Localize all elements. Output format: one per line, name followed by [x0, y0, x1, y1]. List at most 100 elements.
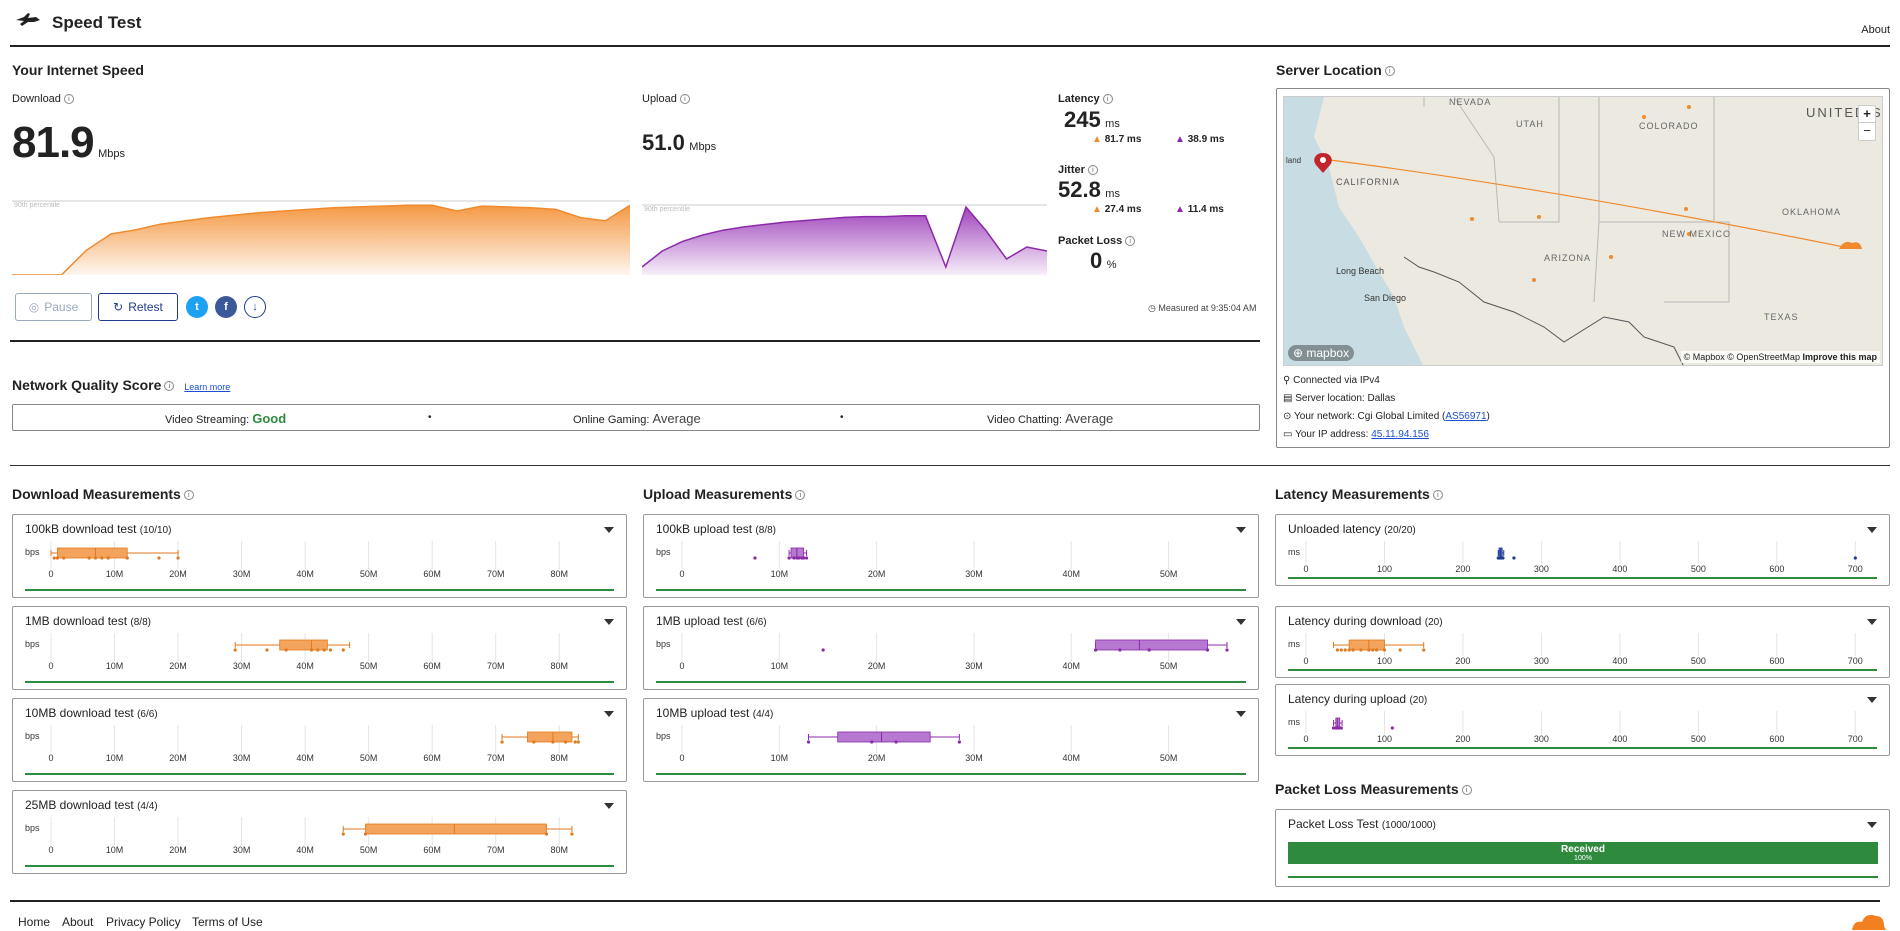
- data-point: [792, 556, 796, 560]
- box-plot: bps 0 10M 20M 30M 40M 50M: [656, 725, 1246, 775]
- data-point: [544, 832, 549, 836]
- footer-privacy-link[interactable]: Privacy Policy: [106, 915, 181, 929]
- chevron-down-icon[interactable]: [1867, 822, 1877, 828]
- map-attribution: © Mapbox © OpenStreetMap Improve this ma…: [1680, 351, 1880, 363]
- ip-link[interactable]: 45.11.94.156: [1371, 429, 1429, 440]
- info-icon[interactable]: i: [1087, 165, 1098, 176]
- box-plot: ms0 100 200 300 400 500 600 700: [1288, 633, 1877, 671]
- box-plot: bps 0 10M 20M 30M 40M 50M: [656, 541, 1246, 591]
- retest-button[interactable]: ↻ Retest: [98, 293, 178, 321]
- unit-label: bps: [656, 731, 671, 741]
- tick-label: 70M: [487, 753, 505, 763]
- data-point: [341, 648, 345, 652]
- received-bar: Received 100%: [1288, 842, 1878, 864]
- info-icon[interactable]: i: [1384, 66, 1395, 77]
- footer-terms-link[interactable]: Terms of Use: [192, 915, 263, 929]
- server-map[interactable]: NEVADA UTAH COLORADO UNITED STATES CALIF…: [1283, 96, 1883, 366]
- tick-label: 20M: [169, 661, 187, 671]
- info-icon[interactable]: i: [1461, 785, 1472, 796]
- data-point: [787, 556, 791, 560]
- data-point: [1359, 648, 1363, 652]
- tick-label: 40M: [296, 753, 314, 763]
- box-plot: bps 0 10M 20M 30M 40M 50M 60M 70M 80M: [25, 817, 614, 867]
- info-icon[interactable]: i: [183, 490, 194, 501]
- info-icon[interactable]: i: [679, 94, 690, 105]
- speed-heading: Your Internet Speed: [12, 62, 144, 78]
- received-label: Received: [1561, 844, 1605, 855]
- download-results-button[interactable]: ↓: [244, 296, 266, 318]
- tick-label: 70M: [487, 569, 505, 579]
- data-point: [1367, 648, 1371, 652]
- footer-home-link[interactable]: Home: [18, 915, 51, 929]
- tick-label: 600: [1769, 656, 1784, 666]
- chevron-down-icon[interactable]: [1236, 527, 1246, 533]
- tick-label: 60M: [423, 569, 441, 579]
- footer-about-link[interactable]: About: [62, 915, 94, 929]
- tick-label: 0: [1303, 564, 1308, 574]
- map-zoom-in-button[interactable]: +: [1858, 105, 1876, 123]
- learn-more-link[interactable]: Learn more: [184, 382, 231, 392]
- info-icon[interactable]: i: [164, 381, 175, 392]
- chevron-down-icon[interactable]: [1236, 711, 1246, 717]
- info-icon[interactable]: i: [63, 94, 74, 105]
- tick-label: 40M: [1063, 753, 1081, 763]
- card-title: 25MB download test (4/4): [25, 798, 158, 812]
- measurement-card: Latency during download (20) ms 0 100 200 300…: [1275, 606, 1890, 678]
- chevron-down-icon[interactable]: [604, 803, 614, 809]
- packet-loss-measurements-heading: Packet Loss Measurements i: [1275, 781, 1472, 797]
- tick-label: 70M: [487, 845, 505, 855]
- latency-label: Latency i: [1058, 93, 1113, 105]
- as-number-link[interactable]: AS56971: [1445, 411, 1487, 422]
- info-icon[interactable]: i: [1432, 490, 1443, 501]
- data-point: [753, 556, 757, 560]
- upload-area-chart: 90th percentile: [642, 204, 1047, 275]
- data-point: [1512, 556, 1516, 560]
- chevron-down-icon[interactable]: [604, 711, 614, 717]
- map-label: land: [1286, 156, 1301, 165]
- measurement-card: 1MB upload test (6/6) bps 0 10M 20M 30M 40M 50M: [643, 606, 1259, 690]
- data-point: [1398, 648, 1402, 652]
- chevron-down-icon[interactable]: [604, 619, 614, 625]
- pause-button[interactable]: ◎ Pause: [15, 293, 92, 321]
- info-icon[interactable]: i: [1125, 236, 1136, 247]
- tick-label: 0: [679, 661, 684, 671]
- info-icon[interactable]: i: [795, 490, 806, 501]
- tick-label: 100: [1377, 734, 1392, 744]
- map-label: UTAH: [1516, 119, 1544, 129]
- data-point: [821, 648, 825, 652]
- location-icon: ⊙: [1283, 411, 1292, 422]
- measurement-card: 25MB download test (4/4) bps 0 10M 20M 30M 40M…: [12, 790, 627, 874]
- tick-label: 300: [1534, 656, 1549, 666]
- tick-label: 0: [1303, 656, 1308, 666]
- info-icon[interactable]: i: [1102, 94, 1113, 105]
- chevron-down-icon[interactable]: [1867, 619, 1877, 625]
- map-label: OKLAHOMA: [1782, 207, 1841, 217]
- data-point: [573, 740, 577, 744]
- tick-label: 100: [1377, 564, 1392, 574]
- data-point: [316, 648, 320, 652]
- chevron-down-icon[interactable]: [1867, 697, 1877, 703]
- map-zoom-out-button[interactable]: −: [1858, 123, 1876, 141]
- latency-value: 245 ms: [1064, 107, 1120, 132]
- jitter-up: ▲ 11.4 ms: [1175, 204, 1224, 215]
- improve-map-link[interactable]: Improve this map: [1802, 352, 1877, 362]
- data-point: [802, 556, 806, 560]
- card-title: Latency during upload (20): [1288, 692, 1428, 706]
- route-line: [1321, 158, 1845, 248]
- received-bar-track: Received 100%: [1288, 842, 1878, 864]
- data-point: [1382, 648, 1387, 652]
- facebook-share-button[interactable]: f: [215, 296, 237, 318]
- tick-label: 20M: [868, 569, 886, 579]
- header-about-link[interactable]: About: [1861, 24, 1890, 36]
- chevron-down-icon[interactable]: [1867, 527, 1877, 533]
- twitter-share-button[interactable]: t: [186, 296, 208, 318]
- data-point: [894, 740, 898, 744]
- tick-label: 0: [679, 569, 684, 579]
- map-label: TEXAS: [1764, 312, 1799, 322]
- chevron-down-icon[interactable]: [604, 527, 614, 533]
- tick-label: 700: [1848, 656, 1863, 666]
- chevron-down-icon[interactable]: [1236, 619, 1246, 625]
- footer-divider: [10, 900, 1880, 902]
- box-plot: ms0 100 200 300 400 500 600 700: [1288, 711, 1877, 749]
- card-title: Latency during download (20): [1288, 614, 1443, 628]
